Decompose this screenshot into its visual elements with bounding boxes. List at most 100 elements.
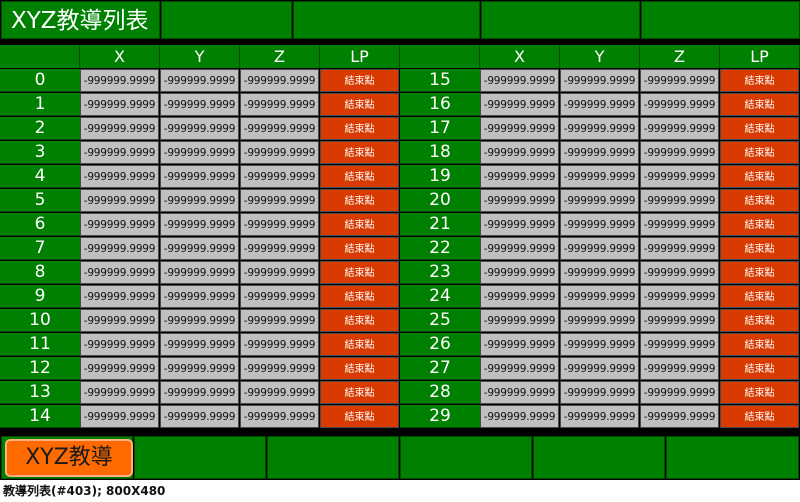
lp-end-point-button[interactable]: 結束點	[720, 261, 799, 284]
value-cell-y[interactable]: -999999.9999	[560, 285, 639, 308]
value-cell-z[interactable]: -999999.9999	[640, 237, 719, 260]
value-cell-y[interactable]: -999999.9999	[560, 309, 639, 332]
value-cell-x[interactable]: -999999.9999	[80, 165, 159, 188]
value-cell-z[interactable]: -999999.9999	[640, 261, 719, 284]
value-cell-y[interactable]: -999999.9999	[560, 357, 639, 380]
value-cell-z[interactable]: -999999.9999	[240, 189, 319, 212]
value-cell-x[interactable]: -999999.9999	[480, 213, 559, 236]
value-cell-z[interactable]: -999999.9999	[640, 69, 719, 92]
lp-end-point-button[interactable]: 結束點	[320, 117, 399, 140]
value-cell-y[interactable]: -999999.9999	[160, 93, 239, 116]
value-cell-y[interactable]: -999999.9999	[160, 117, 239, 140]
lp-end-point-button[interactable]: 結束點	[320, 357, 399, 380]
value-cell-y[interactable]: -999999.9999	[560, 69, 639, 92]
value-cell-x[interactable]: -999999.9999	[80, 261, 159, 284]
value-cell-y[interactable]: -999999.9999	[560, 381, 639, 404]
lp-end-point-button[interactable]: 結束點	[720, 165, 799, 188]
value-cell-x[interactable]: -999999.9999	[480, 309, 559, 332]
value-cell-x[interactable]: -999999.9999	[80, 213, 159, 236]
value-cell-z[interactable]: -999999.9999	[640, 357, 719, 380]
lp-end-point-button[interactable]: 結束點	[720, 141, 799, 164]
lp-end-point-button[interactable]: 結束點	[720, 189, 799, 212]
value-cell-x[interactable]: -999999.9999	[480, 117, 559, 140]
lp-end-point-button[interactable]: 結束點	[320, 165, 399, 188]
value-cell-y[interactable]: -999999.9999	[160, 333, 239, 356]
lp-end-point-button[interactable]: 結束點	[720, 405, 799, 428]
lp-end-point-button[interactable]: 結束點	[320, 93, 399, 116]
value-cell-y[interactable]: -999999.9999	[560, 237, 639, 260]
value-cell-z[interactable]: -999999.9999	[240, 381, 319, 404]
lp-end-point-button[interactable]: 結束點	[720, 69, 799, 92]
value-cell-y[interactable]: -999999.9999	[160, 69, 239, 92]
lp-end-point-button[interactable]: 結束點	[720, 117, 799, 140]
lp-end-point-button[interactable]: 結束點	[720, 357, 799, 380]
value-cell-z[interactable]: -999999.9999	[240, 117, 319, 140]
lp-end-point-button[interactable]: 結束點	[720, 285, 799, 308]
value-cell-x[interactable]: -999999.9999	[80, 357, 159, 380]
lp-end-point-button[interactable]: 結束點	[720, 237, 799, 260]
lp-end-point-button[interactable]: 結束點	[320, 189, 399, 212]
value-cell-y[interactable]: -999999.9999	[160, 405, 239, 428]
value-cell-y[interactable]: -999999.9999	[560, 189, 639, 212]
lp-end-point-button[interactable]: 結束點	[320, 213, 399, 236]
value-cell-z[interactable]: -999999.9999	[240, 213, 319, 236]
value-cell-z[interactable]: -999999.9999	[240, 165, 319, 188]
lp-end-point-button[interactable]: 結束點	[320, 309, 399, 332]
value-cell-y[interactable]: -999999.9999	[160, 213, 239, 236]
value-cell-x[interactable]: -999999.9999	[80, 381, 159, 404]
value-cell-y[interactable]: -999999.9999	[160, 165, 239, 188]
value-cell-z[interactable]: -999999.9999	[240, 309, 319, 332]
value-cell-z[interactable]: -999999.9999	[240, 261, 319, 284]
lp-end-point-button[interactable]: 結束點	[320, 261, 399, 284]
value-cell-z[interactable]: -999999.9999	[640, 93, 719, 116]
value-cell-x[interactable]: -999999.9999	[480, 285, 559, 308]
value-cell-y[interactable]: -999999.9999	[160, 381, 239, 404]
value-cell-z[interactable]: -999999.9999	[240, 69, 319, 92]
value-cell-z[interactable]: -999999.9999	[240, 333, 319, 356]
value-cell-z[interactable]: -999999.9999	[240, 141, 319, 164]
value-cell-x[interactable]: -999999.9999	[80, 189, 159, 212]
value-cell-z[interactable]: -999999.9999	[640, 141, 719, 164]
value-cell-x[interactable]: -999999.9999	[480, 69, 559, 92]
value-cell-z[interactable]: -999999.9999	[240, 285, 319, 308]
value-cell-y[interactable]: -999999.9999	[160, 357, 239, 380]
lp-end-point-button[interactable]: 結束點	[320, 333, 399, 356]
value-cell-y[interactable]: -999999.9999	[560, 213, 639, 236]
value-cell-z[interactable]: -999999.9999	[640, 381, 719, 404]
value-cell-z[interactable]: -999999.9999	[640, 285, 719, 308]
value-cell-x[interactable]: -999999.9999	[80, 141, 159, 164]
lp-end-point-button[interactable]: 結束點	[320, 285, 399, 308]
value-cell-z[interactable]: -999999.9999	[640, 309, 719, 332]
value-cell-x[interactable]: -999999.9999	[80, 309, 159, 332]
lp-end-point-button[interactable]: 結束點	[720, 309, 799, 332]
lp-end-point-button[interactable]: 結束點	[720, 213, 799, 236]
lp-end-point-button[interactable]: 結束點	[720, 93, 799, 116]
value-cell-z[interactable]: -999999.9999	[640, 189, 719, 212]
value-cell-x[interactable]: -999999.9999	[480, 405, 559, 428]
value-cell-x[interactable]: -999999.9999	[80, 69, 159, 92]
value-cell-z[interactable]: -999999.9999	[640, 213, 719, 236]
value-cell-x[interactable]: -999999.9999	[480, 93, 559, 116]
value-cell-y[interactable]: -999999.9999	[560, 261, 639, 284]
value-cell-x[interactable]: -999999.9999	[480, 165, 559, 188]
value-cell-z[interactable]: -999999.9999	[640, 333, 719, 356]
lp-end-point-button[interactable]: 結束點	[320, 69, 399, 92]
value-cell-y[interactable]: -999999.9999	[160, 141, 239, 164]
lp-end-point-button[interactable]: 結束點	[320, 141, 399, 164]
value-cell-y[interactable]: -999999.9999	[560, 117, 639, 140]
value-cell-z[interactable]: -999999.9999	[640, 165, 719, 188]
value-cell-z[interactable]: -999999.9999	[640, 405, 719, 428]
value-cell-y[interactable]: -999999.9999	[560, 405, 639, 428]
xyz-teach-button[interactable]: XYZ教導	[5, 439, 133, 477]
value-cell-x[interactable]: -999999.9999	[480, 237, 559, 260]
value-cell-z[interactable]: -999999.9999	[640, 117, 719, 140]
value-cell-x[interactable]: -999999.9999	[80, 93, 159, 116]
value-cell-x[interactable]: -999999.9999	[480, 141, 559, 164]
value-cell-y[interactable]: -999999.9999	[160, 309, 239, 332]
value-cell-y[interactable]: -999999.9999	[560, 141, 639, 164]
value-cell-y[interactable]: -999999.9999	[160, 261, 239, 284]
lp-end-point-button[interactable]: 結束點	[720, 381, 799, 404]
value-cell-x[interactable]: -999999.9999	[480, 381, 559, 404]
lp-end-point-button[interactable]: 結束點	[320, 405, 399, 428]
value-cell-y[interactable]: -999999.9999	[160, 189, 239, 212]
